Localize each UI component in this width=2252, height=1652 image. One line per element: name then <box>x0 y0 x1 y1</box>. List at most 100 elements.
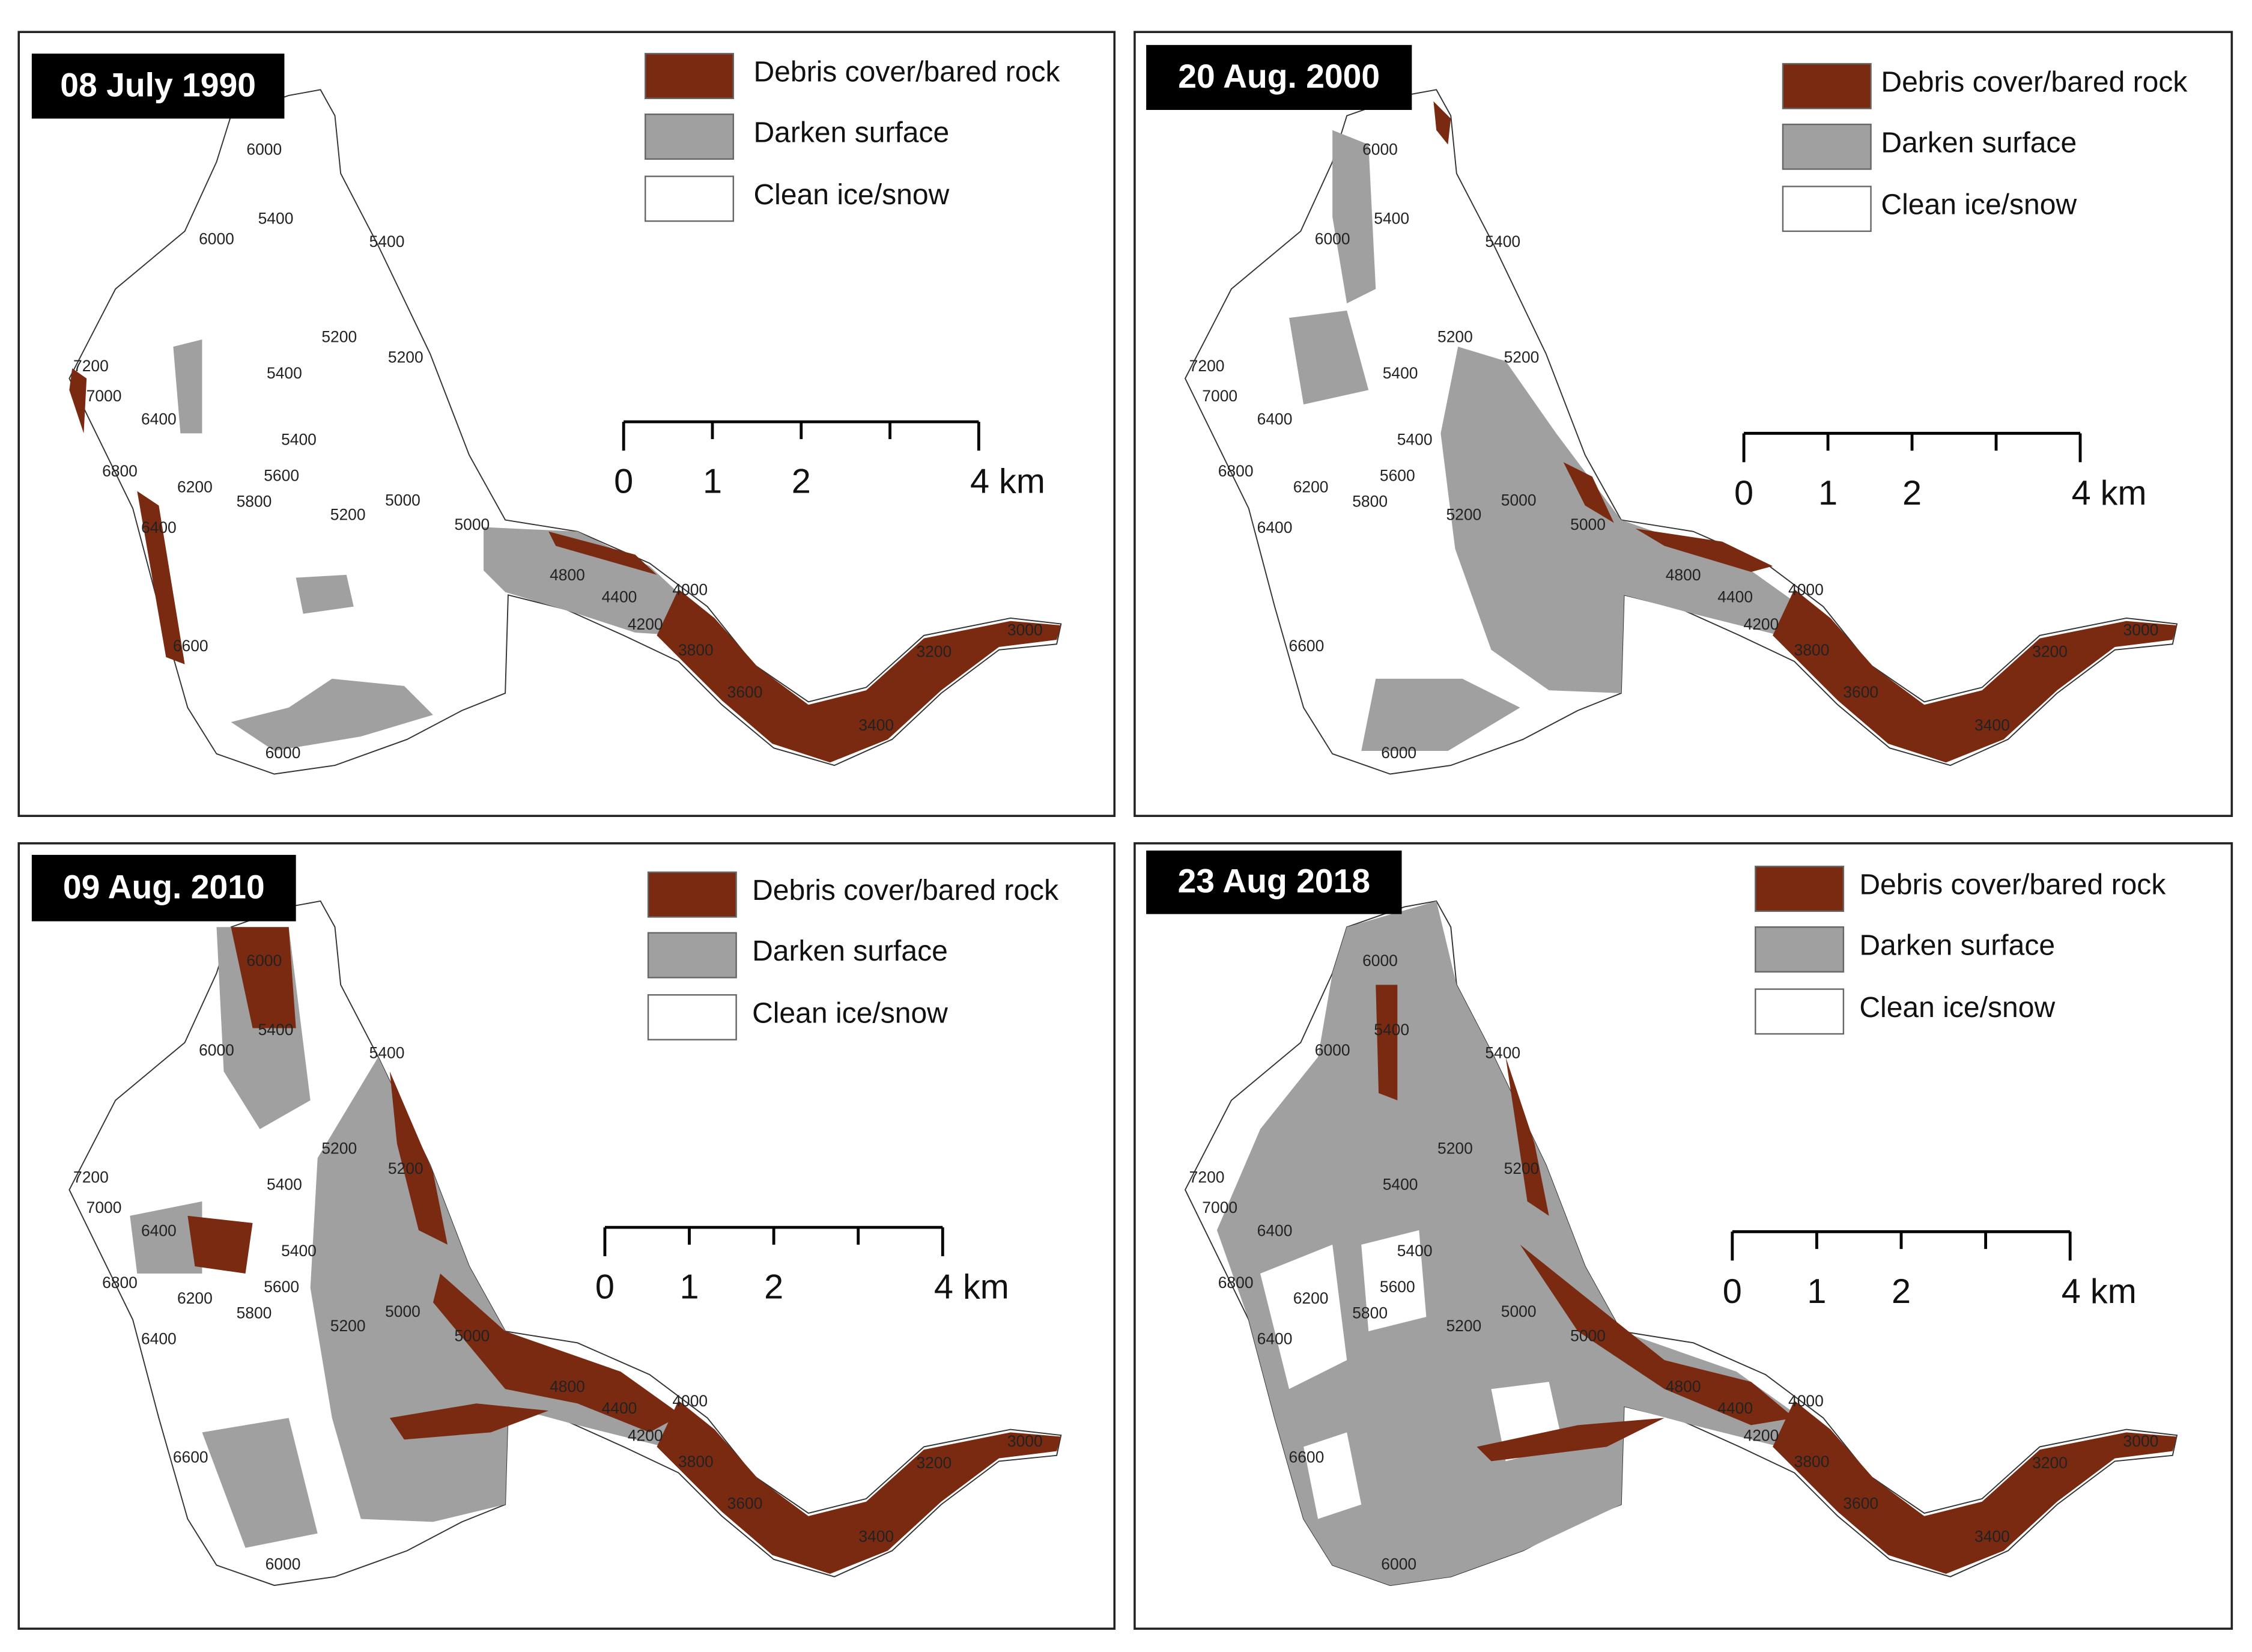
legend-label: Darken surface <box>1859 929 2055 962</box>
scale-label: 0 <box>595 1268 615 1307</box>
scale-label: 1 <box>1818 474 1838 512</box>
legend-label: Darken surface <box>1881 126 2077 159</box>
legend-swatch <box>1782 186 1872 232</box>
contour-label: 7200 <box>73 1168 109 1186</box>
scale-label: 0 <box>614 463 633 501</box>
contour-label: 6000 <box>266 1555 301 1573</box>
legend-swatch <box>645 175 735 222</box>
contour-label: 6200 <box>177 478 213 496</box>
clean-ice-area <box>1361 1230 1427 1332</box>
contour-label: 5200 <box>1504 348 1540 366</box>
glacier-map: 6000 5400 6000 5400 5200 5200 7200 5400 7000 6400… <box>1184 89 2178 775</box>
contour-label: 5200 <box>1446 505 1481 523</box>
contour-label: 3000 <box>2123 621 2159 639</box>
contour-label: 4000 <box>672 1392 708 1410</box>
debris-area <box>69 368 87 434</box>
darken-surface-area <box>484 527 690 636</box>
contour-label: 6600 <box>173 1448 208 1466</box>
contour-label: 3600 <box>1843 683 1878 701</box>
contour-label: 4200 <box>1744 615 1779 633</box>
contour-label: 3800 <box>678 1453 714 1471</box>
contour-label: 7000 <box>1202 387 1237 405</box>
contour-label: 3600 <box>727 683 763 701</box>
date-label: 08 July 1990 <box>60 66 256 103</box>
darken-surface-area <box>130 1201 202 1274</box>
contour-label: 6400 <box>1257 1221 1293 1239</box>
contour-label: 3000 <box>1007 1432 1043 1450</box>
contour-label: 6000 <box>246 140 282 158</box>
debris-area <box>1563 462 1614 523</box>
contour-label: 5200 <box>321 1139 357 1157</box>
contour-label: 4800 <box>550 566 585 584</box>
contour-label: 6000 <box>1362 952 1398 970</box>
scale-label: 1 <box>679 1268 699 1307</box>
contour-label: 5000 <box>385 491 420 509</box>
map-panel: 6000 5400 6000 5400 5200 5200 7200 5400 7000 6400… <box>1134 31 2233 817</box>
contour-label: 6000 <box>1381 744 1416 762</box>
debris-area <box>389 1071 448 1245</box>
legend-label: Clean ice/snow <box>752 997 948 1030</box>
contour-label: 4800 <box>1666 1377 1701 1395</box>
legend-swatch <box>1755 926 1845 973</box>
contour-label: 6400 <box>141 518 177 536</box>
legend-label: Debris cover/bared rock <box>1881 65 2188 98</box>
legend-label: Debris cover/bared rock <box>1859 869 2166 901</box>
contour-label: 4200 <box>628 1427 663 1445</box>
contour-label: 7200 <box>73 357 109 375</box>
contour-label: 5200 <box>330 505 366 523</box>
contour-label: 6400 <box>1257 518 1293 536</box>
scale-label: 4 km <box>2062 1272 2137 1311</box>
date-label: 09 Aug. 2010 <box>63 868 265 905</box>
date-label: 20 Aug. 2000 <box>1178 58 1380 95</box>
contour-label: 5400 <box>369 1044 405 1062</box>
contour-label: 6000 <box>1315 229 1350 247</box>
contour-label: 5200 <box>388 1159 423 1177</box>
scale-label: 0 <box>1734 474 1753 512</box>
clean-ice-area <box>1260 1244 1347 1389</box>
darken-surface-area <box>202 1418 318 1548</box>
contour-label: 6400 <box>141 410 177 428</box>
contour-label: 5000 <box>454 515 490 533</box>
darken-surface-area <box>1361 678 1520 752</box>
contour-label: 4000 <box>1788 1392 1824 1410</box>
legend-swatch <box>647 994 737 1040</box>
contour-label: 5400 <box>267 1175 302 1193</box>
map-panel: 6000 5400 6000 5400 5200 5200 7200 5400 7000 6400… <box>17 842 1116 1630</box>
contour-label: 5200 <box>1446 1317 1481 1335</box>
contour-label: 7000 <box>86 1198 122 1216</box>
contour-label: 4200 <box>1744 1427 1779 1445</box>
contour-label: 4000 <box>1788 580 1824 598</box>
contour-label: 5600 <box>264 1278 299 1296</box>
contour-label: 3200 <box>916 643 951 661</box>
map-panel: 6000 5400 6000 5400 5200 5200 7200 5400 7000 6400… <box>17 31 1116 817</box>
contour-label: 3000 <box>1007 621 1043 639</box>
contour-label: 5400 <box>1397 1242 1433 1260</box>
scale-label: 4 km <box>934 1268 1009 1307</box>
clean-ice-area <box>1304 1432 1362 1519</box>
debris-area <box>187 1215 253 1274</box>
date-box <box>1146 850 1402 914</box>
scale-label: 2 <box>1902 474 1922 512</box>
contour-label: 6600 <box>1289 637 1325 655</box>
debris-area <box>1520 1244 1795 1426</box>
contour-label: 5600 <box>1380 466 1415 484</box>
legend-swatch <box>1755 988 1845 1035</box>
contour-label: 5400 <box>1485 232 1520 251</box>
legend-label: Debris cover/bared rock <box>753 56 1060 88</box>
debris-area <box>1477 1418 1665 1462</box>
contour-label: 6000 <box>1362 140 1398 158</box>
darken-surface-area <box>296 574 354 614</box>
contour-label: 6000 <box>199 229 234 247</box>
legend-swatch <box>647 932 737 979</box>
darken-surface-area <box>1440 347 1797 693</box>
contour-label: 4800 <box>550 1377 585 1395</box>
contour-label: 6000 <box>266 744 301 762</box>
contour-label: 5400 <box>1383 1175 1418 1193</box>
contour-label: 5400 <box>267 364 302 382</box>
contour-label: 5000 <box>1501 1302 1537 1320</box>
contour-label: 5400 <box>258 1021 294 1039</box>
contour-label: 3400 <box>858 1528 894 1546</box>
contour-label: 5400 <box>369 232 405 251</box>
legend-label: Clean ice/snow <box>1881 189 2077 221</box>
